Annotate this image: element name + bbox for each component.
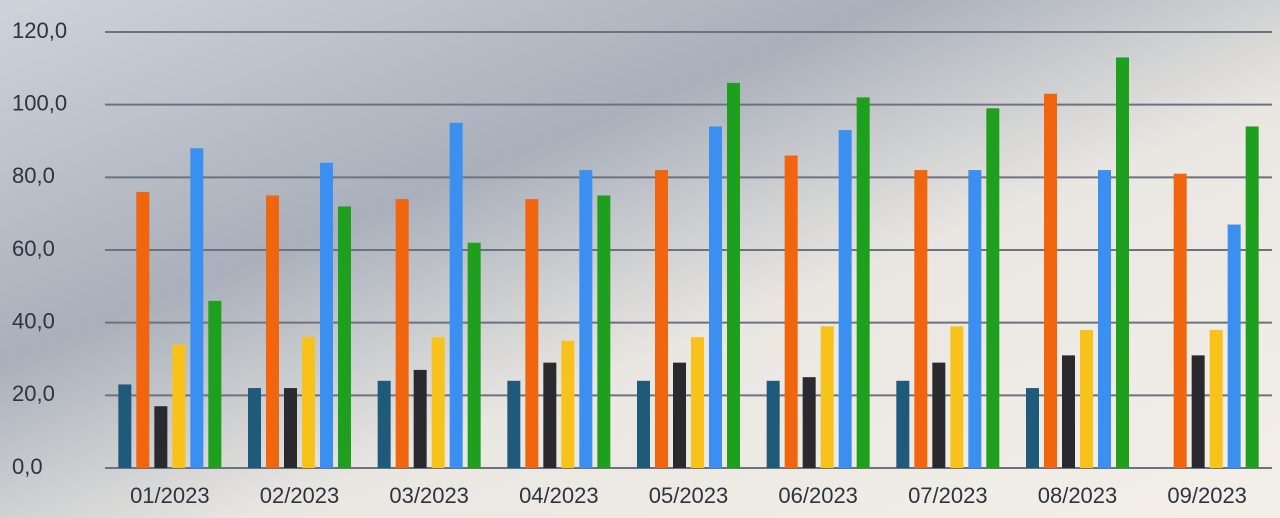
bar [1245, 126, 1259, 468]
bar [673, 362, 686, 468]
bar [1062, 355, 1075, 468]
bar [579, 170, 593, 469]
bar [1173, 173, 1187, 468]
bar [820, 326, 834, 468]
bar [248, 388, 261, 468]
bar [932, 362, 946, 468]
bar [838, 130, 852, 468]
x-tick-label: 06/2023 [778, 483, 858, 508]
bar [338, 206, 351, 468]
bar [118, 384, 132, 468]
bar [1191, 355, 1205, 468]
bar [950, 326, 964, 468]
bar [561, 340, 575, 468]
bar [655, 170, 668, 469]
x-tick-label: 07/2023 [908, 483, 988, 508]
x-tick-label: 02/2023 [260, 483, 340, 508]
bar [525, 199, 539, 468]
x-tick-label: 04/2023 [519, 483, 599, 508]
bar [856, 97, 870, 469]
bar [431, 337, 445, 468]
bar [284, 388, 297, 468]
x-tick-label: 03/2023 [389, 483, 469, 508]
bar [467, 242, 481, 468]
bar [1026, 388, 1039, 468]
x-tick-label: 01/2023 [130, 483, 210, 508]
y-tick-label: 100,0 [12, 90, 67, 115]
bar [543, 362, 557, 468]
y-tick-label: 120,0 [12, 18, 67, 43]
bar [266, 195, 279, 468]
bar [637, 380, 650, 468]
y-tick-label: 40,0 [12, 308, 55, 333]
bar [986, 108, 1000, 469]
bar [136, 191, 150, 468]
bar [395, 199, 409, 468]
bar [802, 377, 816, 468]
bar [1209, 329, 1223, 468]
bar [968, 170, 982, 469]
x-tick-label: 05/2023 [649, 483, 729, 508]
bar [190, 148, 204, 468]
bar [208, 300, 222, 468]
y-tick-label: 80,0 [12, 163, 55, 188]
bar [413, 369, 427, 468]
bar [784, 155, 798, 469]
bar [914, 170, 928, 469]
x-tick-label: 09/2023 [1167, 483, 1247, 508]
bar [449, 122, 463, 468]
bar [1044, 93, 1057, 469]
bar [507, 380, 521, 468]
bar [691, 337, 704, 468]
bar [1116, 57, 1129, 468]
bar [1227, 224, 1241, 468]
bar [1098, 170, 1111, 469]
x-tick-label: 08/2023 [1038, 483, 1118, 508]
y-tick-label: 20,0 [12, 381, 55, 406]
bar [1080, 329, 1093, 468]
bar [302, 337, 315, 468]
bar [154, 406, 168, 468]
bar [896, 380, 910, 468]
bar [597, 195, 611, 468]
bar [766, 380, 780, 468]
bar [709, 126, 722, 468]
bar [320, 162, 333, 469]
y-tick-label: 0,0 [12, 454, 43, 479]
bar [377, 380, 391, 468]
y-tick-label: 60,0 [12, 236, 55, 261]
bar [727, 82, 740, 468]
bar [172, 344, 186, 468]
